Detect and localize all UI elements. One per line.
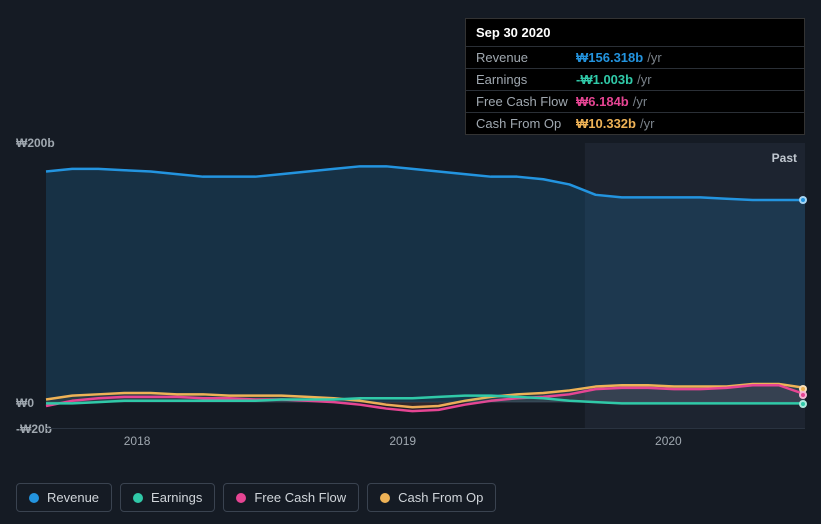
tooltip-row: Revenue₩156.318b/yr — [466, 46, 804, 68]
tooltip-suffix: /yr — [640, 116, 654, 131]
plot-region[interactable]: Past 201820192020 — [46, 143, 805, 429]
tooltip-label: Free Cash Flow — [476, 94, 576, 109]
tooltip-suffix: /yr — [647, 50, 661, 65]
cursor-dot — [799, 400, 807, 408]
legend-dot — [133, 493, 143, 503]
tooltip-value: ₩156.318b — [576, 50, 643, 65]
tooltip-panel: Sep 30 2020 Revenue₩156.318b/yrEarnings-… — [465, 18, 805, 135]
tooltip-value: -₩1.003b — [576, 72, 633, 87]
cursor-dot — [799, 196, 807, 204]
x-axis-label: 2020 — [655, 434, 682, 448]
tooltip-label: Earnings — [476, 72, 576, 87]
tooltip-value: ₩10.332b — [576, 116, 636, 131]
legend-dot — [29, 493, 39, 503]
legend-item[interactable]: Free Cash Flow — [223, 483, 359, 512]
legend-dot — [380, 493, 390, 503]
legend-item[interactable]: Revenue — [16, 483, 112, 512]
legend: Revenue Earnings Free Cash Flow Cash From O… — [16, 483, 496, 512]
tooltip-date: Sep 30 2020 — [466, 19, 804, 46]
chart-area: ₩200b₩0-₩20b Past 201820192020 — [16, 125, 805, 465]
legend-label: Earnings — [151, 490, 202, 505]
tooltip-row: Earnings-₩1.003b/yr — [466, 68, 804, 90]
x-axis-label: 2019 — [389, 434, 416, 448]
tooltip-suffix: /yr — [633, 94, 647, 109]
x-axis-label: 2018 — [124, 434, 151, 448]
legend-label: Cash From Op — [398, 490, 483, 505]
cursor-dot — [799, 391, 807, 399]
tooltip-suffix: /yr — [637, 72, 651, 87]
legend-item[interactable]: Cash From Op — [367, 483, 496, 512]
tooltip-label: Cash From Op — [476, 116, 576, 131]
legend-label: Free Cash Flow — [254, 490, 346, 505]
tooltip-value: ₩6.184b — [576, 94, 629, 109]
tooltip-label: Revenue — [476, 50, 576, 65]
tooltip-row: Free Cash Flow₩6.184b/yr — [466, 90, 804, 112]
legend-item[interactable]: Earnings — [120, 483, 215, 512]
legend-dot — [236, 493, 246, 503]
y-axis-label: ₩0 — [16, 396, 34, 410]
tooltip-row: Cash From Op₩10.332b/yr — [466, 112, 804, 134]
legend-label: Revenue — [47, 490, 99, 505]
